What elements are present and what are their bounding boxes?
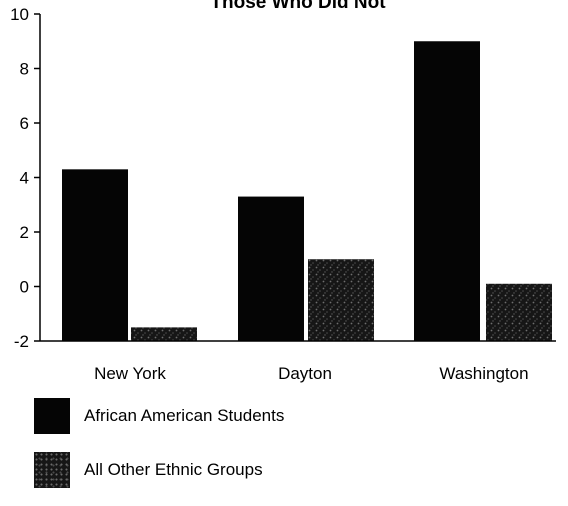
legend-swatch-other-ethnic — [34, 452, 70, 488]
chart: Those Who Did Not -2 0 2 4 6 8 10 New York Dayt… — [10, 0, 556, 383]
bars — [62, 41, 552, 341]
y-tick-label: 0 — [20, 278, 29, 297]
x-axis-labels: New York Dayton Washington — [94, 364, 528, 383]
x-category-label-washington: Washington — [439, 364, 528, 383]
y-tick-label: 2 — [20, 223, 29, 242]
x-category-label-dayton: Dayton — [278, 364, 332, 383]
legend-label-other-ethnic: All Other Ethnic Groups — [84, 460, 263, 479]
x-category-label-new-york: New York — [94, 364, 166, 383]
y-tick-label: 8 — [20, 60, 29, 79]
legend-swatch-african-american — [34, 398, 70, 434]
legend: African American Students All Other Ethn… — [34, 398, 284, 506]
bar-washington-all-other-ethnic-groups — [486, 283, 552, 341]
legend-item-other-ethnic: All Other Ethnic Groups — [34, 452, 284, 488]
legend-label-african-american: African American Students — [84, 406, 285, 425]
bar-washington-african-american-students — [414, 41, 480, 341]
y-axis: -2 0 2 4 6 8 10 — [10, 5, 41, 351]
y-tick-label: -2 — [14, 332, 29, 351]
bar-new-york-african-american-students — [62, 169, 128, 341]
y-tick-label: 10 — [10, 5, 29, 24]
bar-dayton-african-american-students — [238, 196, 304, 341]
y-tick-label: 4 — [20, 169, 29, 188]
legend-item-african-american: African American Students — [34, 398, 284, 434]
bar-new-york-all-other-ethnic-groups — [131, 327, 197, 341]
bar-dayton-all-other-ethnic-groups — [308, 259, 374, 341]
y-tick-label: 6 — [20, 114, 29, 133]
chart-title: Those Who Did Not — [210, 0, 386, 13]
